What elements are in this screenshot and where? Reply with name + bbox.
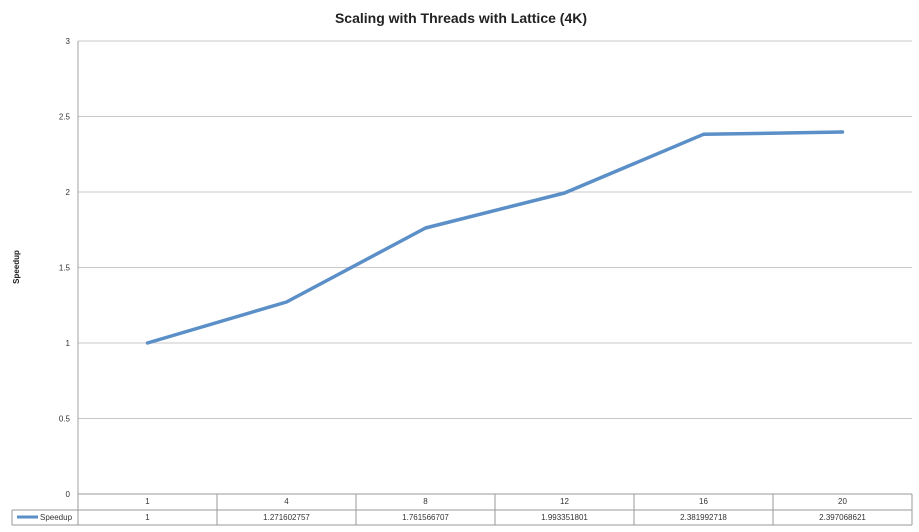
series-line-speedup	[145, 130, 845, 345]
data-label: 1.761566707	[402, 513, 449, 522]
chart-title: Scaling with Threads with Lattice (4K)	[335, 10, 587, 26]
x-tick-label: 16	[699, 497, 708, 506]
legend-label-speedup: Speedup	[40, 513, 73, 522]
data-label: 1	[145, 513, 150, 522]
x-tick-label: 12	[560, 497, 569, 506]
data-label: 2.381992718	[680, 513, 727, 522]
y-tick-label: 1	[66, 339, 71, 348]
y-tick-labels: 0 0.5 1 1.5 2 2.5 3	[59, 37, 71, 499]
x-tick-label: 1	[145, 497, 150, 506]
gridlines	[77, 40, 912, 495]
x-tick-label: 4	[284, 497, 289, 506]
series-layer	[145, 130, 845, 345]
x-tick-label: 20	[838, 497, 847, 506]
y-tick-label: 0	[66, 490, 71, 499]
y-tick-label: 3	[66, 37, 71, 46]
data-label: 2.397068621	[819, 513, 866, 522]
y-tick-label: 0.5	[59, 415, 71, 424]
x-tick-label: 8	[423, 497, 428, 506]
y-axis-label: Speedup	[12, 250, 21, 284]
data-label: 1.993351801	[541, 513, 588, 522]
y-tick-label: 1.5	[59, 264, 71, 273]
y-tick-label: 2	[66, 188, 71, 197]
y-tick-label: 2.5	[59, 113, 71, 122]
data-table: 1 1 4 1.271602757 8 1.761566707 12 1.993351801 1…	[11, 493, 913, 526]
data-label: 1.271602757	[263, 513, 310, 522]
